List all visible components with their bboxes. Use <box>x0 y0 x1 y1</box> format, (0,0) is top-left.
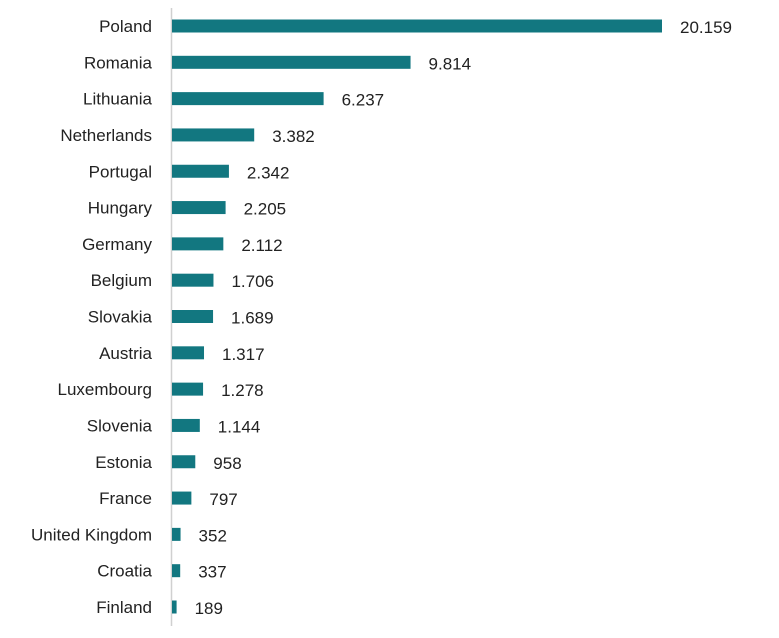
bar-slovenia <box>172 418 200 432</box>
bar-poland <box>172 19 662 33</box>
value-label: 1.317 <box>222 345 265 364</box>
bar-romania <box>172 55 411 69</box>
value-label: 6.237 <box>342 91 385 110</box>
value-label: 352 <box>199 526 227 545</box>
value-label: 189 <box>195 599 223 618</box>
category-label: France <box>99 489 152 508</box>
category-label: Estonia <box>95 453 152 472</box>
category-label: Austria <box>99 344 152 363</box>
value-label: 797 <box>209 490 237 509</box>
category-label: Luxembourg <box>57 380 152 399</box>
bar-slovakia <box>172 310 214 323</box>
value-label: 1.144 <box>218 417 261 436</box>
value-label: 2.205 <box>244 200 287 219</box>
category-label: Belgium <box>91 271 152 290</box>
value-label: 1.278 <box>221 381 264 400</box>
category-label: United Kingdom <box>31 525 152 544</box>
category-label: Slovenia <box>87 416 153 435</box>
bar-united-kingdom <box>172 527 181 541</box>
bar-estonia <box>172 455 196 469</box>
value-label: 1.706 <box>231 272 274 291</box>
bar-luxembourg <box>172 382 204 396</box>
category-label: Romania <box>84 53 153 72</box>
category-label: Slovakia <box>88 308 153 327</box>
bar-portugal <box>172 164 229 178</box>
value-label: 3.382 <box>272 127 315 146</box>
bar-belgium <box>172 273 214 287</box>
value-label: 1.689 <box>231 309 274 328</box>
category-label: Lithuania <box>83 90 153 109</box>
bar-austria <box>172 346 205 360</box>
bar-hungary <box>172 201 226 215</box>
category-label: Poland <box>99 17 152 36</box>
category-label: Finland <box>96 598 152 617</box>
category-label: Netherlands <box>60 126 152 145</box>
category-label: Portugal <box>89 162 152 181</box>
bar-netherlands <box>172 128 255 142</box>
value-label: 958 <box>213 454 241 473</box>
value-label: 337 <box>198 563 226 582</box>
bar-germany <box>172 237 224 251</box>
category-label: Hungary <box>88 199 153 218</box>
category-label: Germany <box>82 235 152 254</box>
value-label: 2.342 <box>247 163 290 182</box>
value-label: 20.159 <box>680 18 732 37</box>
value-label: 2.112 <box>241 236 282 255</box>
value-label: 9.814 <box>429 54 472 73</box>
bar-lithuania <box>172 92 324 106</box>
bar-croatia <box>172 564 181 578</box>
bar-finland <box>172 600 177 614</box>
category-label: Croatia <box>97 562 152 581</box>
bar-france <box>172 491 192 505</box>
